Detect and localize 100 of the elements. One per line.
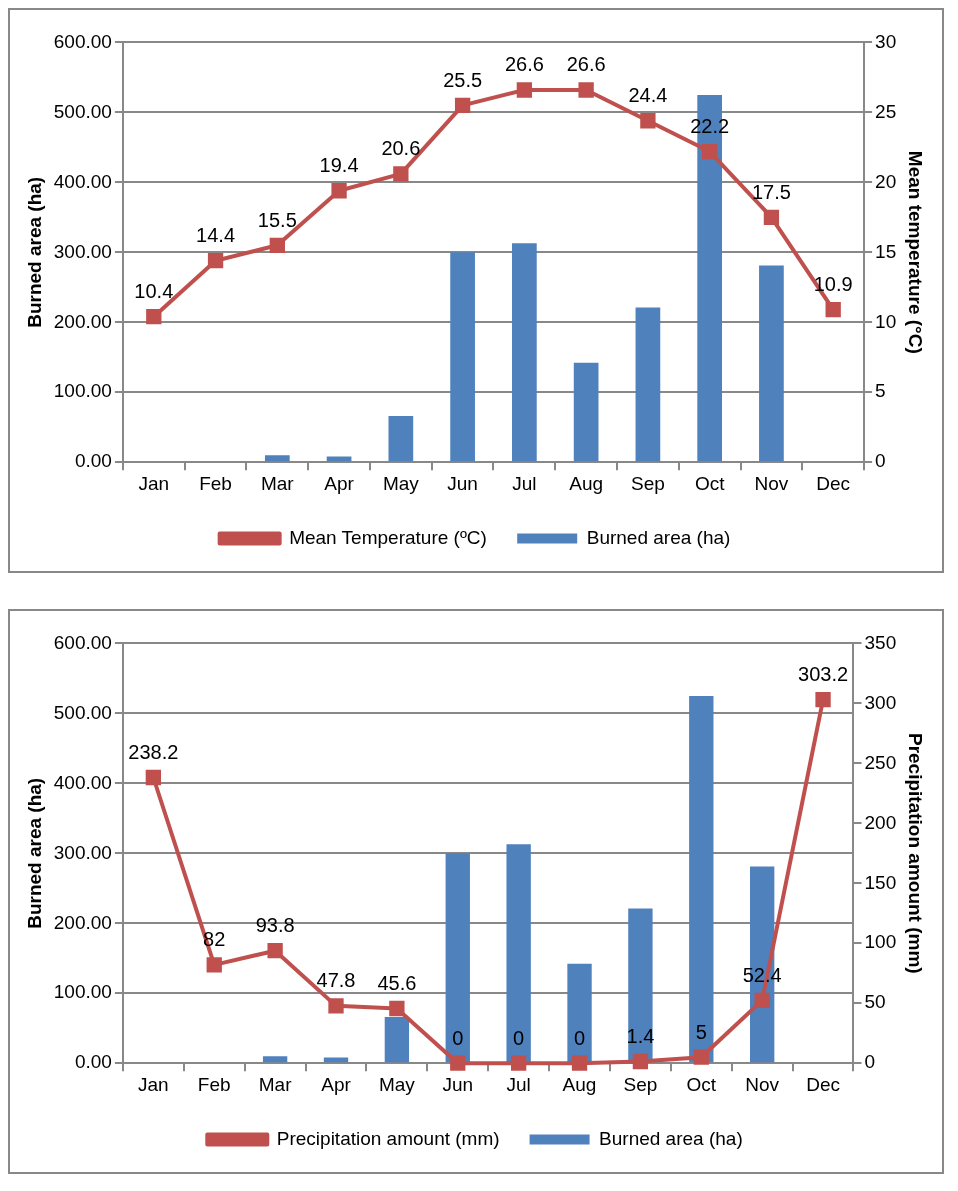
point	[516, 82, 533, 98]
data-label: 238.2	[128, 741, 179, 764]
y2-tick-label: 100	[864, 931, 897, 953]
x-tick-label: Dec	[816, 472, 851, 494]
y2-tick-label: 50	[864, 991, 886, 1013]
x-tick-label: Oct	[686, 1073, 717, 1095]
data-label: 93.8	[255, 914, 295, 937]
y2-tick-label: 25	[875, 100, 897, 122]
y-tick-label: 600.00	[53, 30, 112, 52]
bar	[512, 243, 537, 462]
point	[578, 82, 594, 98]
data-label: 5	[695, 1020, 707, 1043]
x-tick-label: Feb	[197, 1073, 231, 1095]
y2-tick-label: 5	[875, 380, 886, 402]
point	[754, 992, 770, 1009]
point	[269, 237, 285, 253]
data-label: 26.6	[566, 53, 606, 76]
y2-axis-title: Mean temperature (°C)	[905, 150, 927, 354]
data-label: 0	[452, 1026, 464, 1049]
y2-tick-label: 15	[875, 240, 897, 262]
legend-label: Mean Temperature (ºC)	[289, 526, 487, 548]
y-tick-label: 600.00	[53, 631, 112, 653]
x-tick-label: May	[382, 472, 420, 494]
point	[763, 209, 780, 225]
y-tick-label: 500.00	[53, 100, 112, 122]
data-label: 24.4	[628, 84, 668, 107]
legend-label: Burned area (ha)	[586, 526, 731, 548]
point	[328, 998, 344, 1014]
data-label: 45.6	[377, 972, 417, 995]
x-tick-label: Aug	[562, 1073, 597, 1095]
point	[702, 143, 718, 160]
y-axis-title: Burned area (ha)	[23, 176, 45, 328]
x-tick-label: Sep	[623, 1073, 658, 1095]
point	[825, 302, 841, 318]
data-label: 20.6	[381, 137, 421, 160]
bar	[445, 853, 470, 1063]
bar	[262, 1056, 288, 1063]
point	[331, 183, 347, 199]
x-tick-label: Apr	[321, 1073, 352, 1095]
point	[632, 1053, 649, 1070]
bar	[388, 416, 414, 462]
y-tick-label: 200.00	[53, 310, 112, 332]
legend-label: Burned area (ha)	[599, 1127, 743, 1149]
bar	[264, 455, 290, 462]
x-tick-label: May	[378, 1073, 416, 1095]
y2-tick-label: 30	[875, 30, 897, 52]
y-tick-label: 0.00	[74, 450, 112, 472]
data-label: 17.5	[751, 180, 791, 203]
point	[571, 1055, 588, 1071]
x-tick-label: Jul	[506, 1073, 531, 1095]
x-tick-label: Sep	[630, 472, 665, 494]
data-label: 19.4	[319, 154, 359, 177]
x-tick-label: Jan	[138, 472, 170, 494]
y-tick-label: 0.00	[74, 1051, 112, 1073]
y-tick-label: 100.00	[53, 981, 112, 1003]
point	[640, 113, 656, 129]
x-tick-label: Jul	[512, 472, 537, 494]
data-label: 15.5	[257, 208, 297, 231]
y-tick-label: 500.00	[53, 701, 112, 723]
y2-tick-label: 20	[875, 170, 897, 192]
y-tick-label: 200.00	[53, 911, 112, 933]
y-axis-title: Burned area (ha)	[23, 777, 45, 929]
point	[206, 957, 222, 973]
bar	[506, 844, 531, 1063]
data-label: 47.8	[316, 969, 356, 992]
y-tick-label: 300.00	[53, 841, 112, 863]
data-label: 0	[513, 1026, 525, 1049]
x-tick-label: Oct	[694, 472, 726, 494]
bar	[567, 963, 592, 1063]
data-label: 0	[573, 1026, 586, 1049]
bar	[628, 908, 653, 1063]
data-label: 303.2	[798, 663, 849, 686]
bar	[689, 695, 714, 1063]
data-label: 14.4	[196, 224, 236, 247]
data-label: 25.5	[443, 68, 483, 91]
legend-label: Precipitation amount (mm)	[276, 1127, 500, 1149]
x-tick-label: Jan	[138, 1073, 169, 1095]
x-tick-label: Nov	[745, 1073, 780, 1095]
x-tick-label: Dec	[806, 1073, 840, 1095]
point	[146, 309, 162, 325]
point	[454, 97, 471, 114]
y2-tick-label: 200	[864, 811, 897, 833]
bar	[384, 1017, 410, 1063]
bar	[573, 362, 599, 462]
x-tick-label: Aug	[569, 472, 604, 494]
point	[393, 166, 409, 182]
bar	[450, 252, 475, 462]
point	[815, 691, 831, 708]
y2-tick-label: 10	[875, 310, 897, 332]
data-label: 26.6	[504, 53, 544, 76]
point	[267, 943, 283, 959]
x-tick-label: Nov	[754, 472, 789, 494]
bar	[759, 265, 784, 462]
x-tick-label: Jun	[442, 1073, 474, 1095]
point	[510, 1055, 527, 1071]
y2-tick-label: 0	[864, 1051, 876, 1073]
y2-tick-label: 0	[875, 450, 886, 472]
x-tick-label: Mar	[258, 1073, 293, 1095]
y2-tick-label: 150	[864, 871, 897, 893]
point	[145, 769, 162, 786]
